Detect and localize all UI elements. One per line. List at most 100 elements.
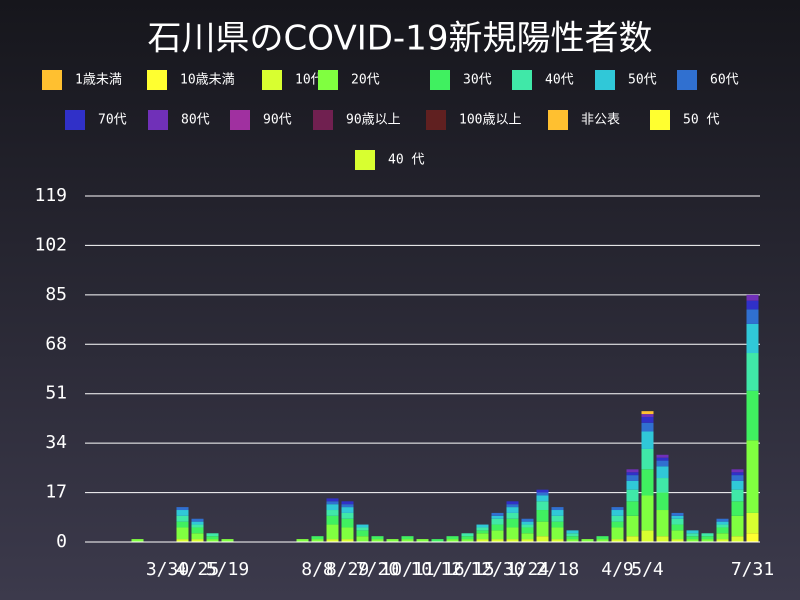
- bar-segment: [326, 524, 339, 540]
- bar-segment: [506, 512, 519, 519]
- legend-label: 80代: [181, 113, 210, 128]
- legend-label: 30代: [463, 73, 492, 88]
- bar-segment: [626, 472, 639, 476]
- bar-segment: [611, 510, 624, 516]
- legend-swatch: [512, 70, 532, 90]
- legend-swatch: [42, 70, 62, 90]
- bar-segment: [176, 507, 189, 511]
- bar-segment: [461, 533, 474, 537]
- y-tick-label: 34: [45, 432, 67, 453]
- bar-segment: [596, 536, 609, 540]
- bar-segment: [521, 521, 534, 525]
- bar-segment: [686, 536, 699, 540]
- x-tick-label: 7/20: [356, 559, 399, 580]
- bar-segment: [716, 527, 729, 534]
- bar-segment: [731, 501, 744, 516]
- legend-swatch: [147, 70, 167, 90]
- bar-segment: [191, 518, 204, 522]
- bar-segment: [566, 536, 579, 540]
- bar-segment: [656, 457, 669, 461]
- bar-segment: [536, 536, 549, 542]
- bar-segment: [611, 507, 624, 511]
- bar-segment: [746, 533, 759, 542]
- x-tick-label: 7/31: [731, 559, 774, 580]
- bar-segment: [536, 501, 549, 511]
- bar-segment: [326, 504, 339, 511]
- bar-segment: [716, 533, 729, 540]
- legend-swatch: [548, 110, 568, 130]
- bar-segment: [476, 524, 489, 528]
- bar-segment: [506, 501, 519, 505]
- bar-segment: [701, 533, 714, 537]
- bar-segment: [416, 539, 429, 542]
- bar-segment: [731, 475, 744, 481]
- bar-segment: [746, 309, 759, 324]
- bar-segment: [641, 530, 654, 542]
- bar-segment: [491, 515, 504, 519]
- legend-label: 90代: [263, 113, 292, 128]
- bar-segment: [611, 515, 624, 522]
- bar-segment: [191, 527, 204, 534]
- bar-segment: [731, 515, 744, 537]
- bar-segment: [536, 495, 549, 502]
- bar-segment: [191, 539, 204, 542]
- bar-segment: [536, 489, 549, 493]
- bar-segment: [626, 469, 639, 473]
- bar-segment: [176, 510, 189, 516]
- bar-segment: [446, 536, 459, 540]
- legend-swatch: [65, 110, 85, 130]
- bar-segment: [686, 533, 699, 537]
- x-tick-label: 4/9: [601, 559, 634, 580]
- bar-segment: [491, 524, 504, 531]
- bar-segment: [206, 533, 219, 537]
- bar-segment: [641, 411, 654, 415]
- y-tick-label: 17: [45, 482, 67, 503]
- bar-segment: [656, 454, 669, 458]
- bar-segment: [341, 501, 354, 505]
- bar-segment: [551, 539, 564, 542]
- bar-segment: [206, 539, 219, 542]
- legend-label: 40 代: [388, 153, 424, 168]
- bar-segment: [476, 533, 489, 540]
- bar-segment: [641, 431, 654, 449]
- bar-segment: [491, 512, 504, 516]
- bar-segment: [176, 521, 189, 528]
- bar-segment: [326, 501, 339, 505]
- bar-segment: [326, 510, 339, 516]
- bar-segment: [731, 472, 744, 476]
- legend-label: 10代: [295, 73, 324, 88]
- bar-segment: [341, 512, 354, 519]
- bar-segment: [341, 504, 354, 508]
- bar-segment: [716, 521, 729, 525]
- y-tick-label: 119: [34, 185, 67, 206]
- bar-segment: [671, 524, 684, 531]
- bar-segment: [536, 510, 549, 522]
- bar-segment: [611, 521, 624, 528]
- legend-label: 100歳以上: [459, 113, 521, 128]
- bar-segment: [521, 527, 534, 534]
- x-tick-label: 10/16: [410, 559, 464, 580]
- bar-segment: [521, 518, 534, 522]
- x-tick-label: 4/25: [176, 559, 219, 580]
- bar-segment: [566, 533, 579, 537]
- bar-segment: [656, 478, 669, 493]
- legend-swatch: [318, 70, 338, 90]
- bar-segment: [521, 539, 534, 542]
- bar-segment: [671, 515, 684, 519]
- bar-segment: [701, 539, 714, 542]
- bar-segment: [746, 512, 759, 534]
- legend-swatch: [230, 110, 250, 130]
- bar-segment: [461, 536, 474, 540]
- legend-label: 70代: [98, 113, 127, 128]
- bar-segment: [641, 422, 654, 432]
- bar-segment: [491, 518, 504, 525]
- bar-segment: [311, 539, 324, 542]
- bar-segment: [536, 521, 549, 537]
- bar-segment: [566, 530, 579, 534]
- bar-segment: [656, 510, 669, 537]
- bar-segment: [191, 524, 204, 528]
- bar-segment: [326, 539, 339, 542]
- bar-segment: [686, 539, 699, 542]
- legend-label: 1歳未満: [75, 73, 122, 88]
- bar-segment: [371, 539, 384, 542]
